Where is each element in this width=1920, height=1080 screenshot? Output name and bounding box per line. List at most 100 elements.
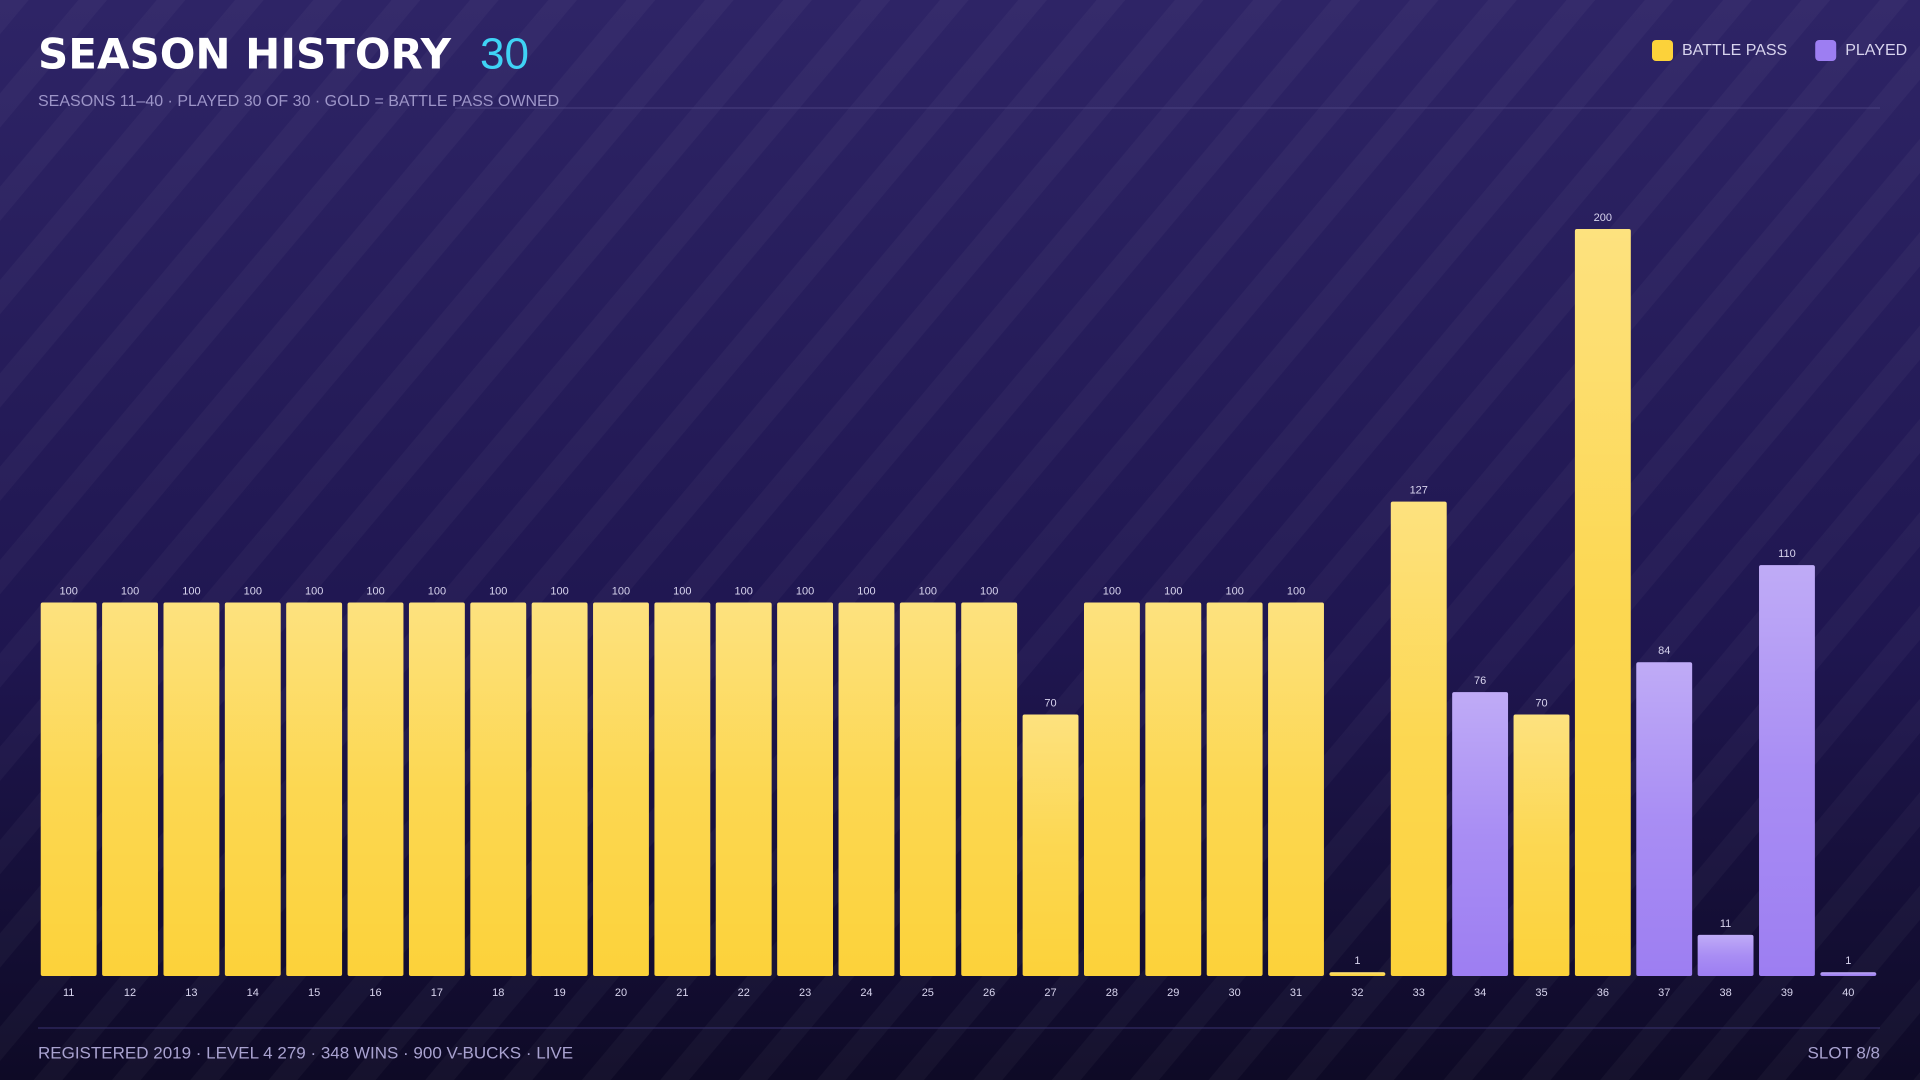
value-label: 100 xyxy=(244,585,262,597)
bar-shine xyxy=(408,602,465,976)
x-tick-label: 26 xyxy=(983,987,995,999)
bar-shine xyxy=(102,602,158,976)
x-tick-label: 23 xyxy=(799,987,811,999)
value-label: 200 xyxy=(1594,212,1612,224)
x-tick-label: 30 xyxy=(1229,987,1241,999)
value-label: 100 xyxy=(550,585,568,597)
x-tick-label: 12 xyxy=(124,987,136,999)
value-label: 70 xyxy=(1044,697,1056,709)
x-tick-label: 18 xyxy=(492,987,504,999)
bar-shine xyxy=(1268,602,1324,976)
bar-shine xyxy=(1452,692,1509,976)
bar-shine xyxy=(40,602,97,976)
value-label: 11 xyxy=(1720,918,1731,930)
x-tick-label: 38 xyxy=(1719,987,1731,999)
value-label: 100 xyxy=(735,585,753,597)
bar-shine xyxy=(470,602,527,976)
value-label: 100 xyxy=(857,585,875,597)
bar-shine xyxy=(777,602,834,976)
value-label: 100 xyxy=(182,585,200,597)
x-tick-label: 37 xyxy=(1658,987,1670,999)
legend: BATTLE PASS PLAYED xyxy=(1652,40,1907,61)
value-label: 100 xyxy=(1225,585,1243,597)
bar-shine xyxy=(1390,501,1447,976)
bar-shine xyxy=(1022,714,1079,976)
bar-shine xyxy=(347,602,404,976)
x-tick-label: 31 xyxy=(1290,987,1302,999)
value-label: 100 xyxy=(980,585,998,597)
x-tick-label: 14 xyxy=(247,987,259,999)
bar-shine xyxy=(163,602,220,976)
bar-shine xyxy=(899,602,956,976)
value-label: 84 xyxy=(1658,645,1670,657)
bar-shine xyxy=(1083,602,1140,976)
bar-shine xyxy=(654,602,711,976)
bar-shine xyxy=(1636,662,1693,976)
x-tick-label: 25 xyxy=(922,987,934,999)
x-tick-label: 35 xyxy=(1535,987,1547,999)
value-label: 1 xyxy=(1845,955,1851,967)
bar-shine xyxy=(286,602,343,976)
footer-slot: SLOT 8/8 xyxy=(1808,1043,1880,1062)
value-label: 100 xyxy=(121,585,139,597)
x-tick-label: 20 xyxy=(615,987,627,999)
legend-swatch xyxy=(1652,40,1673,61)
x-tick-label: 33 xyxy=(1413,987,1425,999)
legend-label: BATTLE PASS xyxy=(1682,42,1787,59)
value-label: 70 xyxy=(1535,697,1547,709)
bar-shine xyxy=(1697,934,1754,976)
bar-shine xyxy=(1513,714,1570,976)
value-label: 76 xyxy=(1474,675,1486,687)
x-tick-label: 34 xyxy=(1474,987,1486,999)
x-tick-label: 17 xyxy=(431,987,443,999)
x-tick-label: 13 xyxy=(185,987,197,999)
value-label: 100 xyxy=(612,585,630,597)
x-tick-label: 28 xyxy=(1106,987,1118,999)
bar-shine xyxy=(838,602,895,976)
x-tick-label: 39 xyxy=(1781,987,1793,999)
x-tick-label: 21 xyxy=(676,987,688,999)
title: SEASON HISTORY xyxy=(38,30,452,79)
season-count: 30 xyxy=(480,30,529,79)
bar-shine xyxy=(1574,229,1631,976)
x-tick-label: 27 xyxy=(1044,987,1056,999)
bar-shine xyxy=(961,602,1018,976)
x-tick-label: 15 xyxy=(308,987,320,999)
x-tick-label: 11 xyxy=(63,987,74,999)
bar-shine xyxy=(715,602,772,976)
value-label: 100 xyxy=(428,585,446,597)
value-label: 100 xyxy=(673,585,691,597)
value-label: 100 xyxy=(796,585,814,597)
bar-shine xyxy=(1759,565,1815,976)
value-label: 100 xyxy=(1287,585,1305,597)
value-label: 100 xyxy=(60,585,78,597)
legend-swatch xyxy=(1815,40,1837,61)
x-tick-label: 40 xyxy=(1842,987,1854,999)
value-label: 100 xyxy=(1103,585,1121,597)
value-label: 100 xyxy=(1164,585,1182,597)
value-label: 100 xyxy=(489,585,507,597)
bar-shine xyxy=(1206,602,1263,976)
bar-shine xyxy=(531,602,588,976)
value-label: 127 xyxy=(1410,485,1428,497)
value-label: 100 xyxy=(305,585,323,597)
x-tick-label: 36 xyxy=(1597,987,1609,999)
bar-shine xyxy=(593,602,649,976)
x-tick-label: 19 xyxy=(553,987,565,999)
bar-shine xyxy=(224,602,281,976)
x-tick-label: 24 xyxy=(860,987,872,999)
value-label: 1 xyxy=(1354,955,1360,967)
x-tick-label: 16 xyxy=(369,987,381,999)
x-tick-label: 29 xyxy=(1167,987,1179,999)
legend-label: PLAYED xyxy=(1845,42,1907,59)
bar-shine xyxy=(1145,602,1202,976)
value-label: 100 xyxy=(919,585,937,597)
value-label: 110 xyxy=(1778,548,1796,560)
subtitle: SEASONS 11–40 · PLAYED 30 OF 30 · GOLD =… xyxy=(38,93,559,110)
value-label: 100 xyxy=(366,585,384,597)
x-tick-label: 32 xyxy=(1351,987,1363,999)
x-tick-label: 22 xyxy=(738,987,750,999)
bar-shine xyxy=(1820,972,1877,976)
footer-info: REGISTERED 2019 · LEVEL 4 279 · 348 WINS… xyxy=(38,1043,573,1062)
